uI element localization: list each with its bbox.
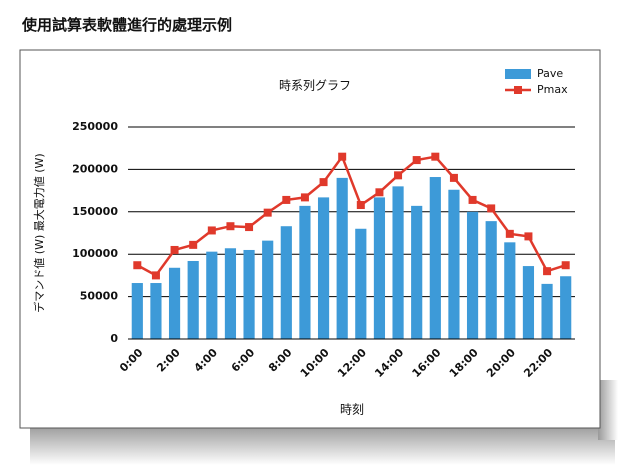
bar	[373, 197, 386, 339]
marker	[431, 152, 440, 161]
bar	[150, 283, 162, 339]
legend-swatch	[505, 69, 531, 79]
marker	[170, 245, 179, 254]
shadow	[30, 425, 615, 465]
marker	[468, 195, 477, 204]
marker	[338, 152, 347, 161]
bar	[168, 267, 181, 339]
legend-label: Pmax	[537, 83, 568, 96]
chart-title: 時系列グラフ	[279, 79, 351, 93]
legend-swatch	[514, 86, 522, 94]
marker	[282, 195, 291, 204]
bar	[485, 221, 497, 339]
marker	[394, 171, 403, 180]
bar	[411, 205, 423, 339]
y-tick-label: 50000	[80, 290, 119, 303]
bar	[206, 251, 218, 339]
bar	[429, 177, 441, 339]
bar	[522, 266, 535, 339]
bar	[504, 242, 516, 339]
marker	[505, 229, 514, 238]
y-tick-label: 150000	[72, 205, 118, 218]
bar	[448, 189, 460, 339]
marker	[207, 226, 216, 235]
marker	[524, 232, 533, 241]
heading: 使用試算表軟體進行的處理示例	[22, 16, 233, 34]
marker	[189, 240, 198, 249]
marker	[356, 201, 365, 210]
marker	[263, 208, 272, 217]
marker	[412, 156, 421, 165]
bar	[466, 211, 479, 339]
marker	[151, 271, 160, 280]
bar	[299, 205, 311, 339]
marker	[375, 188, 384, 197]
y-tick-label: 0	[110, 332, 118, 345]
marker	[487, 204, 496, 213]
legend-label: Pave	[537, 67, 563, 80]
bar	[317, 197, 330, 339]
marker	[226, 222, 235, 231]
bar	[262, 240, 274, 339]
bar	[355, 228, 367, 339]
bar	[541, 283, 553, 339]
marker	[543, 267, 552, 276]
bar	[243, 249, 255, 339]
y-axis-label: デマンド値 (W) 最大電力値 (W)	[32, 153, 46, 312]
bar	[280, 226, 292, 339]
y-tick-label: 250000	[72, 120, 118, 133]
marker	[245, 223, 254, 232]
bar	[187, 260, 199, 339]
marker	[561, 261, 570, 270]
marker	[449, 173, 458, 182]
marker	[319, 178, 328, 187]
y-tick-label: 100000	[72, 247, 118, 260]
bar	[131, 283, 143, 339]
marker	[300, 193, 309, 202]
bar	[392, 186, 404, 339]
marker	[133, 261, 142, 270]
bar	[560, 276, 572, 339]
bar	[336, 177, 348, 339]
y-tick-label: 200000	[72, 162, 118, 175]
shadow	[598, 380, 618, 440]
bar	[224, 248, 237, 339]
x-axis-label: 時刻	[340, 403, 364, 417]
